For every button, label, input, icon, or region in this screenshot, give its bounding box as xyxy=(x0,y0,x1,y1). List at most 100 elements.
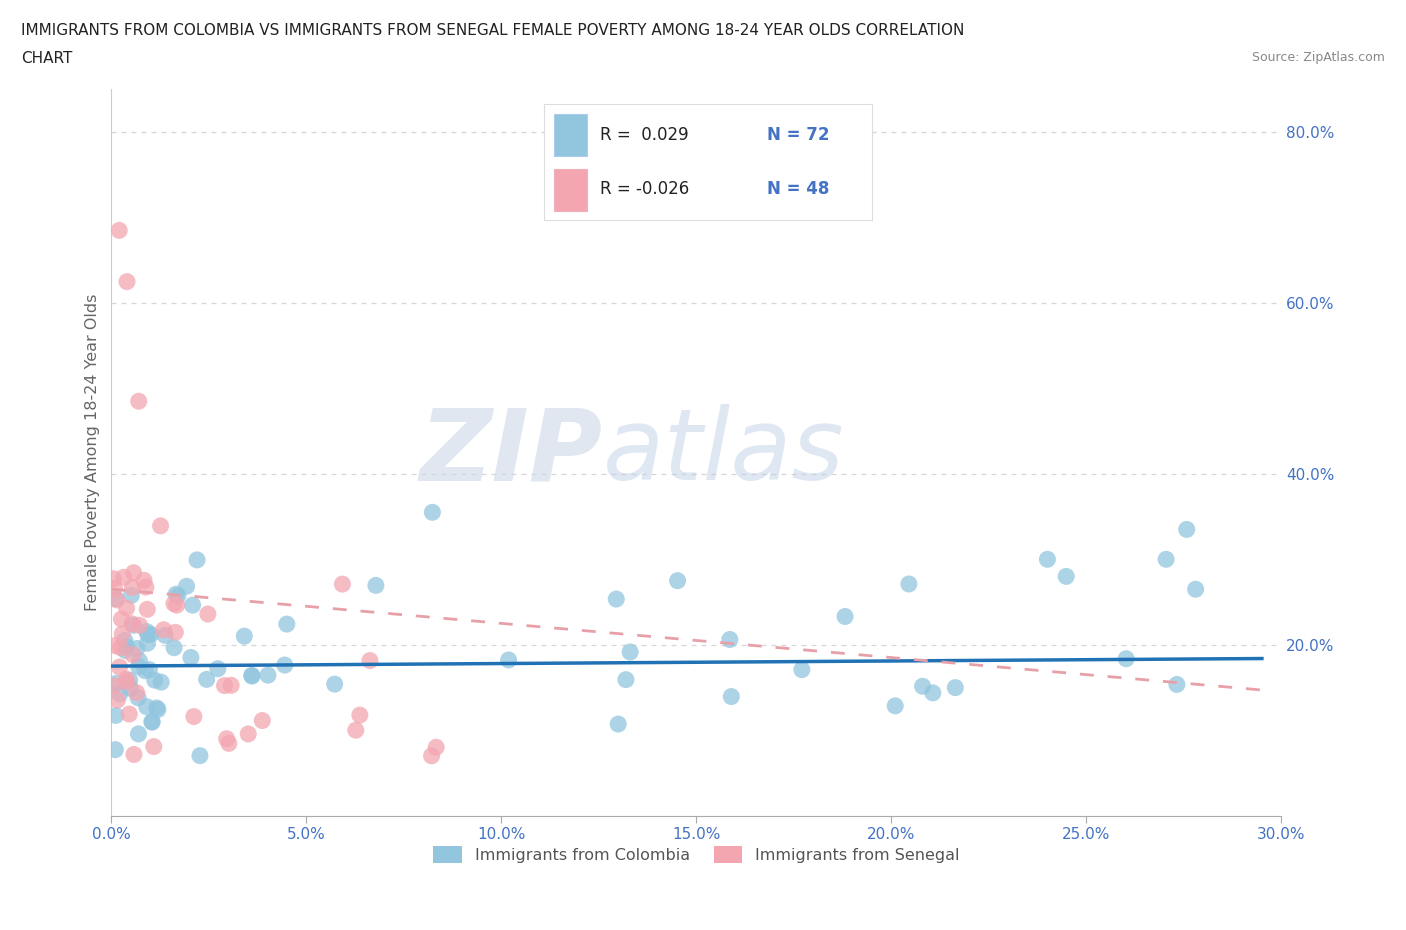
Point xyxy=(165,587,187,602)
Point xyxy=(135,579,157,594)
Text: IMMIGRANTS FROM COLOMBIA VS IMMIGRANTS FROM SENEGAL FEMALE POVERTY AMONG 18-24 Y: IMMIGRANTS FROM COLOMBIA VS IMMIGRANTS F… xyxy=(21,23,965,38)
Point xyxy=(150,675,173,690)
Point xyxy=(104,708,127,723)
Point xyxy=(718,632,741,647)
Point xyxy=(125,685,148,700)
Point xyxy=(118,707,141,722)
Point xyxy=(605,591,627,606)
Point xyxy=(884,698,907,713)
Point xyxy=(188,749,211,764)
Point xyxy=(141,715,163,730)
Point xyxy=(149,518,172,533)
Point xyxy=(1154,551,1177,566)
Point xyxy=(218,736,240,751)
Point xyxy=(142,739,165,754)
Text: atlas: atlas xyxy=(603,404,845,501)
Point xyxy=(619,644,641,659)
Point xyxy=(120,681,142,696)
Point xyxy=(425,740,447,755)
Point xyxy=(790,662,813,677)
Point xyxy=(110,641,132,656)
Point xyxy=(165,625,187,640)
Point xyxy=(921,685,943,700)
Point xyxy=(115,274,138,289)
Point xyxy=(215,731,238,746)
Point xyxy=(110,612,132,627)
Point xyxy=(115,671,138,686)
Point xyxy=(943,680,966,695)
Point xyxy=(323,677,346,692)
Point xyxy=(127,690,149,705)
Point xyxy=(122,747,145,762)
Point xyxy=(1036,551,1059,566)
Point xyxy=(104,591,127,606)
Point xyxy=(112,570,135,585)
Point xyxy=(146,702,169,717)
Text: ZIP: ZIP xyxy=(420,404,603,501)
Point xyxy=(122,647,145,662)
Point xyxy=(111,627,134,642)
Point xyxy=(276,617,298,631)
Point xyxy=(420,749,443,764)
Point xyxy=(128,659,150,674)
Point xyxy=(108,659,131,674)
Point xyxy=(274,658,297,672)
Point xyxy=(349,708,371,723)
Point xyxy=(1115,651,1137,666)
Legend: Immigrants from Colombia, Immigrants from Senegal: Immigrants from Colombia, Immigrants fro… xyxy=(426,840,966,870)
Point xyxy=(132,573,155,588)
Point xyxy=(166,598,188,613)
Point xyxy=(136,602,159,617)
Point xyxy=(105,676,128,691)
Point xyxy=(125,641,148,656)
Point xyxy=(103,581,125,596)
Point xyxy=(122,618,145,632)
Point xyxy=(252,713,274,728)
Point xyxy=(138,662,160,677)
Point xyxy=(121,580,143,595)
Point xyxy=(1184,582,1206,597)
Point xyxy=(120,588,142,603)
Point xyxy=(214,678,236,693)
Point xyxy=(108,686,131,701)
Point xyxy=(359,653,381,668)
Point xyxy=(118,672,141,687)
Point xyxy=(153,628,176,643)
Point xyxy=(195,672,218,687)
Text: CHART: CHART xyxy=(21,51,73,66)
Point xyxy=(911,679,934,694)
Point xyxy=(135,699,157,714)
Point xyxy=(128,393,150,408)
Text: Source: ZipAtlas.com: Source: ZipAtlas.com xyxy=(1251,51,1385,64)
Point xyxy=(180,650,202,665)
Point xyxy=(163,596,186,611)
Point xyxy=(107,693,129,708)
Point xyxy=(720,689,742,704)
Point xyxy=(219,678,242,693)
Point xyxy=(136,636,159,651)
Point xyxy=(104,742,127,757)
Point xyxy=(143,672,166,687)
Point xyxy=(127,726,149,741)
Point xyxy=(115,601,138,616)
Point xyxy=(1166,677,1188,692)
Point xyxy=(114,643,136,658)
Point xyxy=(1175,522,1198,537)
Point xyxy=(238,726,260,741)
Point xyxy=(607,717,630,732)
Point xyxy=(104,638,127,653)
Point xyxy=(1054,569,1077,584)
Point xyxy=(114,633,136,648)
Point xyxy=(614,672,637,687)
Point xyxy=(136,627,159,642)
Point xyxy=(115,639,138,654)
Point xyxy=(240,668,263,683)
Point xyxy=(176,578,198,593)
Point xyxy=(145,700,167,715)
Point xyxy=(135,624,157,639)
Point xyxy=(121,617,143,631)
Point xyxy=(834,609,856,624)
Point xyxy=(115,674,138,689)
Point xyxy=(240,669,263,684)
Point xyxy=(128,618,150,632)
